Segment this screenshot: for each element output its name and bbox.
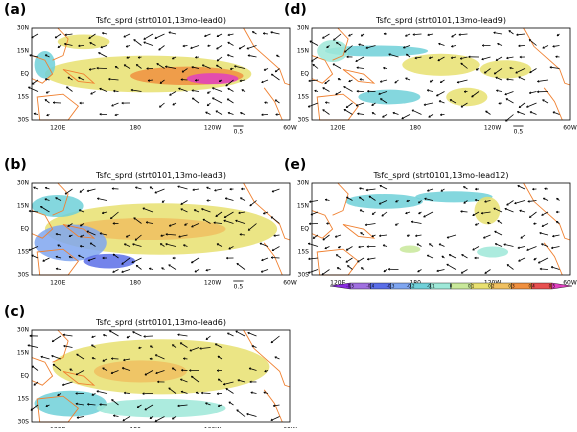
shading (35, 391, 107, 417)
lat-tick-label: 30N (17, 25, 29, 32)
lon-tick-label: 180 (129, 280, 141, 287)
panel: (e) Tsfc_sprd (strt0101,13mo-lead12) 30N 15… (284, 157, 577, 287)
panel-label: (a) (4, 2, 26, 18)
panel-label: (b) (4, 157, 27, 173)
ref-label: 0.5 (234, 284, 244, 291)
lon-tick-label: 120E (50, 125, 65, 132)
colorbar-label: -0.1 (427, 284, 435, 289)
lat-tick-label: 30N (297, 25, 309, 32)
shading (97, 399, 226, 417)
shading (84, 254, 136, 269)
colorbar-label: -0.5 (346, 284, 354, 289)
lat-tick-label: 15N (297, 48, 309, 55)
lat-tick-label: 15S (18, 249, 30, 256)
lat-tick-label: EQ (300, 226, 309, 233)
panel: (d) Tsfc_sprd (strt0101,13mo-lead9) 30N 15N… (284, 2, 577, 136)
lon-tick-label: 120W (484, 125, 501, 132)
panel-label: (c) (4, 304, 25, 320)
lat-tick-label: 30S (18, 419, 30, 426)
colorbar-label: 0 (450, 284, 453, 289)
panel: (c) Tsfc_sprd (strt0101,13mo-lead6) 30N 15N… (4, 304, 297, 428)
lat-tick-label: EQ (300, 71, 309, 78)
ref-label: 0.5 (514, 129, 524, 136)
ref-label: 0.5 (234, 129, 244, 136)
colorbar-label: 0.5 (549, 284, 556, 289)
panel: (b) Tsfc_sprd (strt0101,13mo-lead3) 30N 15N… (4, 157, 297, 291)
lat-tick-label: 15S (298, 94, 310, 101)
lon-tick-label: 180 (409, 125, 421, 132)
lat-tick-label: EQ (20, 226, 29, 233)
shading (477, 246, 508, 257)
panel-title: Tsfc_sprd (strt0101,13mo-lead3) (95, 171, 226, 180)
lat-tick-label: 30N (17, 180, 29, 187)
shading (402, 54, 479, 76)
colorbar-label: 0.4 (528, 284, 535, 289)
lon-tick-label: 120W (204, 125, 221, 132)
lat-tick-label: 15N (17, 48, 29, 55)
lat-tick-label: 15N (17, 350, 29, 357)
colorbar-label: 0.1 (468, 284, 475, 289)
lat-tick-label: 15N (17, 203, 29, 210)
wind-arrow (144, 336, 153, 337)
lon-tick-label: 60W (283, 125, 297, 132)
lat-tick-label: EQ (20, 373, 29, 380)
lat-tick-label: 30S (18, 117, 30, 124)
lon-tick-label: 120W (204, 280, 221, 287)
panel-title: Tsfc_sprd (strt0101,13mo-lead9) (375, 16, 506, 25)
lat-tick-label: 15S (298, 249, 310, 256)
colorbar-label: -0.4 (366, 284, 374, 289)
lat-tick-label: 15S (18, 396, 30, 403)
panel-title: Tsfc_sprd (strt0101,13mo-lead12) (372, 171, 508, 180)
colorbar-label: -0.3 (387, 284, 395, 289)
lon-tick-label: 60W (563, 125, 577, 132)
lon-tick-label: 120E (330, 125, 345, 132)
lat-tick-label: 30S (298, 117, 310, 124)
panel-title: Tsfc_sprd (strt0101,13mo-lead0) (95, 16, 226, 25)
lat-tick-label: 30N (297, 180, 309, 187)
colorbar-label: 0.2 (488, 284, 495, 289)
colorbar-label: 0.3 (508, 284, 515, 289)
shading (94, 360, 187, 382)
lat-tick-label: 15N (297, 203, 309, 210)
lat-tick-label: EQ (20, 71, 29, 78)
panel: (a) Tsfc_sprd (strt0101,13mo-lead0) 30N 15N… (4, 2, 297, 136)
lat-tick-label: 30S (18, 272, 30, 279)
lat-tick-label: 15S (18, 94, 30, 101)
colorbar-label: -0.2 (407, 284, 415, 289)
shading (400, 246, 421, 253)
lon-tick-label: 180 (129, 125, 141, 132)
lon-tick-label: 120E (50, 280, 65, 287)
lat-tick-label: 30N (17, 327, 29, 334)
panel-title: Tsfc_sprd (strt0101,13mo-lead6) (95, 318, 226, 327)
lon-tick-label: 60W (283, 280, 297, 287)
panel-label: (d) (284, 2, 307, 18)
lat-tick-label: 30S (298, 272, 310, 279)
panel-label: (e) (284, 157, 306, 173)
